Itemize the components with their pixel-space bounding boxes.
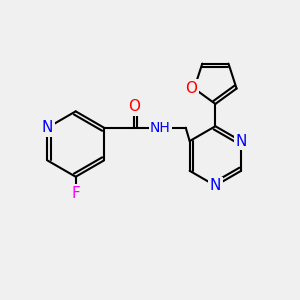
Text: N: N <box>236 134 247 148</box>
Text: O: O <box>128 99 140 114</box>
Text: N: N <box>210 178 221 193</box>
Text: F: F <box>71 186 80 201</box>
Text: NH: NH <box>150 121 171 135</box>
Text: O: O <box>185 81 197 96</box>
Text: N: N <box>42 120 53 135</box>
